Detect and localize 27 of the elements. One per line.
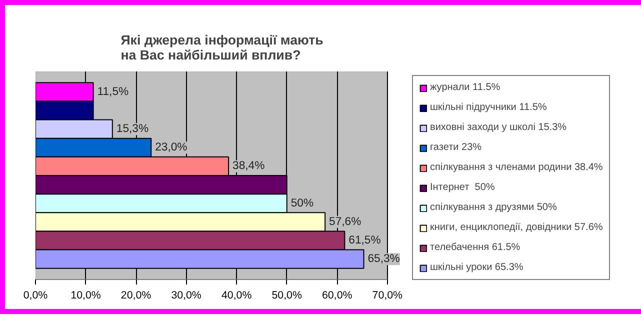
legend-label: шкільні підручники 11.5% xyxy=(430,102,547,113)
x-tick-label: 20,0% xyxy=(120,290,152,302)
x-tick-label: 0,0% xyxy=(23,290,48,302)
data-label: 50% xyxy=(290,197,314,210)
x-tick-label: 30,0% xyxy=(171,290,202,302)
data-label: 61,5% xyxy=(348,234,381,246)
legend-label: виховні заходи у школі 15.3% xyxy=(430,122,567,133)
x-tick-label: 60,0% xyxy=(322,290,353,302)
x-tick-label: 70,0% xyxy=(372,290,404,302)
data-label: 15,3% xyxy=(116,123,149,136)
data-label: 38,4% xyxy=(232,160,265,172)
data-label: 57,6% xyxy=(329,216,362,228)
x-tick-label: 40,0% xyxy=(221,290,252,302)
legend-label: журнали 11.5% xyxy=(430,82,500,93)
legend-label: спілкування з членами родини 38.4% xyxy=(430,162,603,173)
legend-label: телебачення 61.5% xyxy=(430,242,520,253)
legend-label: книги, енциклопедії, довідники 57.6% xyxy=(430,222,603,233)
legend-label: шкільні уроки 65.3% xyxy=(430,262,524,273)
x-tick-label: 10,0% xyxy=(70,290,102,302)
legend-label: газети 23% xyxy=(430,142,482,153)
chart-title: Які джерела інформації мають на Вас найбільший вплив? xyxy=(120,32,324,62)
data-label: 23,0% xyxy=(155,142,188,154)
data-label: 65,3% xyxy=(368,253,400,266)
data-label: 11,5% xyxy=(97,86,129,98)
legend-label: спілкування з друзями 50% xyxy=(430,202,557,213)
legend-label: Інтернет 50% xyxy=(430,182,495,193)
x-tick-label: 50,0% xyxy=(272,290,302,302)
